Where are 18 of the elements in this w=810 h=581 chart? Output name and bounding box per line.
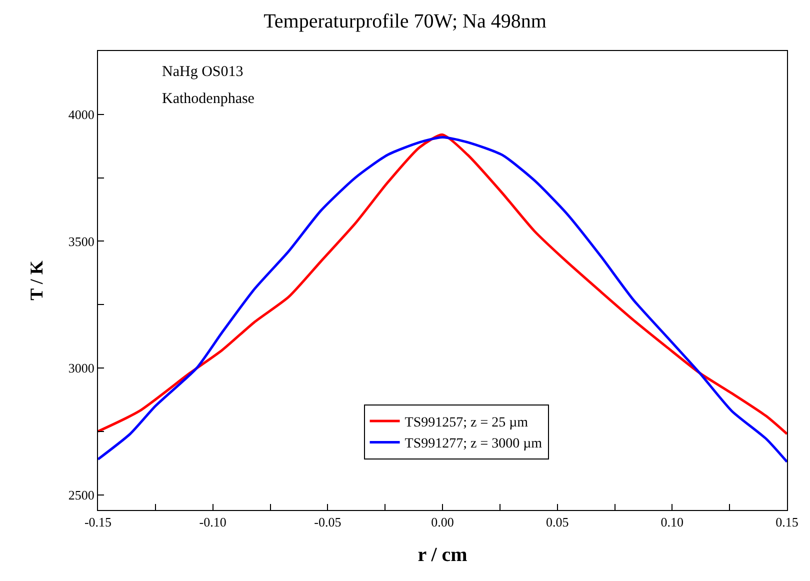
- text: -0.10: [199, 514, 226, 530]
- legend-label: TS991277; z = 3000 µm: [404, 436, 542, 452]
- x-tick-label: -0.05: [314, 514, 342, 530]
- chart-title: Temperaturprofile 70W; Na 498nm: [264, 10, 547, 32]
- x-axis-title: r / cm: [418, 544, 468, 566]
- y-tick-label: 3000: [68, 360, 94, 376]
- x-tick-label: 0.05: [546, 514, 569, 530]
- x-tick-label: 0.15: [776, 514, 798, 530]
- y-axis-title: T / K: [26, 260, 47, 300]
- annotation: NaHg OS013: [162, 64, 244, 80]
- text: 0.00: [431, 514, 454, 530]
- text: 0.10: [660, 514, 684, 530]
- y-tick-label: 2500: [68, 487, 94, 502]
- y-tick-label: 4000: [68, 106, 94, 122]
- y-tick-label: 3500: [68, 234, 94, 249]
- x-tick-label: -0.15: [84, 514, 112, 530]
- annotation: Kathodenphase: [162, 91, 255, 107]
- legend-label: TS991257; z = 25 µm: [404, 415, 528, 430]
